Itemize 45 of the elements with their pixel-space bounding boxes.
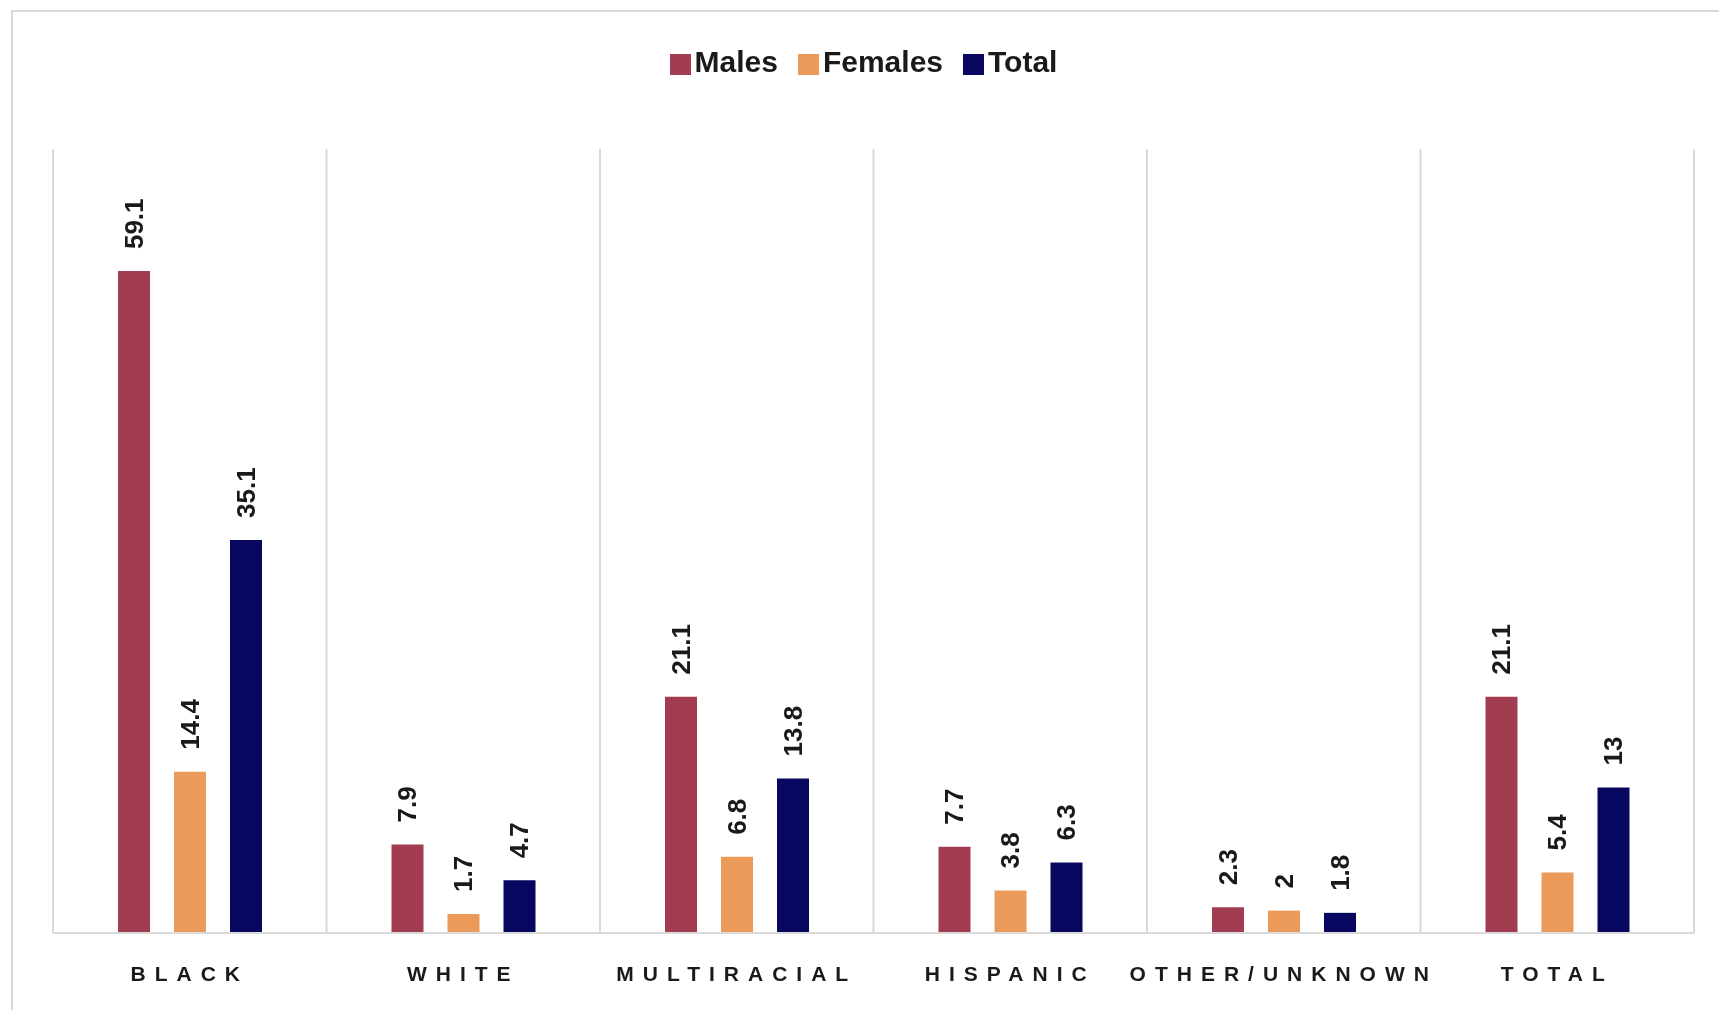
bar bbox=[230, 539, 262, 933]
x-tick-label: BLACK bbox=[130, 962, 249, 985]
bar bbox=[938, 846, 971, 933]
bar bbox=[1324, 912, 1356, 933]
data-label: 3.8 bbox=[995, 832, 1026, 869]
bar bbox=[1268, 910, 1300, 933]
data-label: 21.1 bbox=[1486, 624, 1517, 675]
data-label: 1.7 bbox=[448, 855, 479, 892]
x-tick-label: MULTIRACIAL bbox=[616, 962, 858, 985]
data-label: 35.1 bbox=[231, 467, 261, 518]
data-label: 2 bbox=[1269, 874, 1299, 889]
bar bbox=[1485, 696, 1518, 933]
legend-label: Males bbox=[694, 45, 778, 78]
x-tick-label: OTHER/UNKNOWN bbox=[1129, 962, 1438, 985]
data-label: 7.9 bbox=[392, 786, 423, 823]
data-label: 6.3 bbox=[1051, 804, 1082, 841]
data-label: 14.4 bbox=[175, 698, 205, 750]
bar bbox=[665, 696, 697, 933]
bar bbox=[447, 913, 480, 933]
legend-label: Total bbox=[988, 45, 1058, 78]
bar bbox=[174, 771, 206, 933]
bar bbox=[777, 778, 809, 933]
data-label: 4.7 bbox=[504, 822, 535, 859]
bar bbox=[118, 271, 150, 933]
bar bbox=[503, 880, 536, 933]
data-label: 59.1 bbox=[119, 198, 149, 250]
x-tick-label: TOTAL bbox=[1500, 962, 1614, 985]
data-label: 2.3 bbox=[1213, 849, 1243, 886]
x-tick-label: WHITE bbox=[406, 962, 520, 985]
bar bbox=[1050, 862, 1083, 933]
bar bbox=[1541, 872, 1574, 933]
data-label: 21.1 bbox=[666, 624, 696, 675]
legend-label: Females bbox=[822, 45, 944, 78]
data-label: 13 bbox=[1598, 736, 1629, 766]
bar bbox=[1597, 787, 1630, 933]
data-label: 1.8 bbox=[1325, 854, 1355, 891]
bar bbox=[994, 890, 1027, 933]
data-label: 5.4 bbox=[1542, 813, 1573, 851]
x-tick-label: HISPANIC bbox=[924, 962, 1096, 985]
bar bbox=[1212, 907, 1244, 933]
data-label: 13.8 bbox=[778, 705, 808, 757]
data-label: 6.8 bbox=[722, 798, 752, 835]
bar bbox=[721, 856, 753, 933]
bar bbox=[391, 844, 424, 933]
data-label: 7.7 bbox=[939, 788, 970, 825]
